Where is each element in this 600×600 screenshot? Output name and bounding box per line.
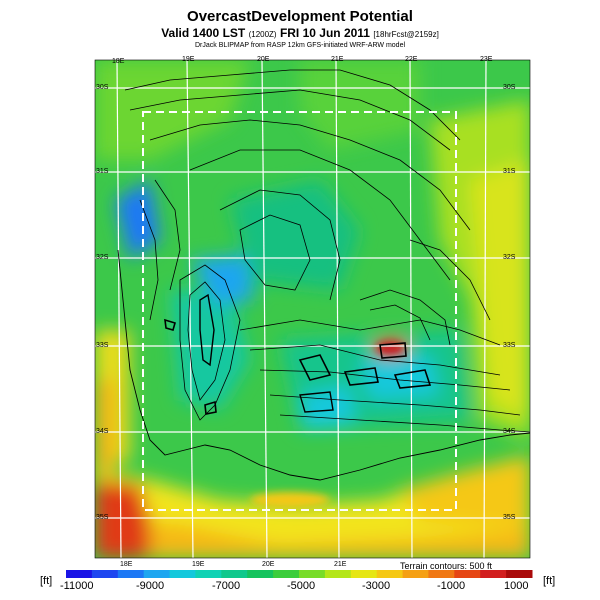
colorbar xyxy=(66,570,533,578)
map-frame xyxy=(94,59,531,559)
terrain-contour-note: Terrain contours: 500 ft xyxy=(400,561,493,571)
legend-tick: -1000 xyxy=(437,580,466,592)
lat-label-left: 32S xyxy=(96,254,109,261)
potential-field xyxy=(95,60,530,558)
lat-lon-grid xyxy=(95,60,530,558)
colorbar-swatch xyxy=(143,570,171,578)
colorbar-swatch xyxy=(247,570,274,578)
lon-label-top: 18E xyxy=(112,58,125,65)
lat-label-right: 35S xyxy=(503,514,516,521)
colorbar-swatch xyxy=(506,570,533,578)
colorbar-swatch xyxy=(169,570,196,578)
lat-label-right: 31S xyxy=(503,168,516,175)
colorbar-swatch xyxy=(428,570,455,578)
lat-label-right: 32S xyxy=(503,254,516,261)
valid-main: Valid 1400 LST xyxy=(161,26,246,40)
colorbar-swatch xyxy=(350,570,378,578)
colorbar-swatch xyxy=(273,570,300,578)
lon-label-bottom: 19E xyxy=(192,561,205,568)
lon-label-top: 20E xyxy=(257,56,270,63)
lon-label-top: 21E xyxy=(331,56,344,63)
valid-time: Valid 1400 LST (1200Z) FRI 10 Jun 2011 [… xyxy=(0,26,600,40)
colorbar-swatch xyxy=(91,570,119,578)
lat-label-right: 34S xyxy=(503,428,516,435)
coastline xyxy=(117,249,531,481)
lat-label-left: 33S xyxy=(96,342,109,349)
valid-time-code: (1200Z) xyxy=(248,30,277,39)
inner-domain-box xyxy=(142,111,457,511)
legend-unit-left: [ft] xyxy=(40,575,53,587)
lon-label-bottom: 21E xyxy=(334,561,347,568)
lon-label-bottom: 20E xyxy=(262,561,275,568)
legend-tick: -9000 xyxy=(136,580,165,592)
colorbar-swatch xyxy=(117,570,145,578)
colorbar-swatch xyxy=(324,570,352,578)
lon-label-top: 19E xyxy=(182,56,195,63)
lat-label-right: 30S xyxy=(503,84,516,91)
lat-label-left: 31S xyxy=(96,168,109,175)
legend-tick: -5000 xyxy=(287,580,316,592)
forecast-tag: [18hrFcst@2159z] xyxy=(373,30,439,39)
lat-label-left: 30S xyxy=(96,84,109,91)
lon-label-top: 23E xyxy=(480,56,493,63)
legend-tick: 1000 xyxy=(504,580,529,592)
color-legend: [ft] -11000 -9000 -7000 -5000 -3000 -100… xyxy=(0,560,600,600)
colorbar-swatch xyxy=(221,570,248,578)
lon-label-bottom: 18E xyxy=(120,561,133,568)
lat-label-right: 33S xyxy=(503,342,516,349)
lon-label-top: 22E xyxy=(405,56,418,63)
lat-label-left: 34S xyxy=(96,428,109,435)
colorbar-swatch xyxy=(454,570,481,578)
colorbar-swatch xyxy=(195,570,222,578)
terrain-contours xyxy=(124,69,530,433)
colorbar-swatch xyxy=(376,570,404,578)
valid-date: FRI 10 Jun 2011 xyxy=(279,26,370,40)
colorbar-swatch xyxy=(402,570,429,578)
model-credit: DrJack BLIPMAP from RASP 12km GFS-initia… xyxy=(194,42,406,49)
map-title: OvercastDevelopment Potential xyxy=(187,8,413,25)
lat-label-left: 35S xyxy=(96,514,109,521)
legend-tick: -3000 xyxy=(362,580,391,592)
legend-tick: -7000 xyxy=(212,580,241,592)
legend-unit-right: [ft] xyxy=(543,575,556,587)
colorbar-swatch xyxy=(66,570,93,578)
colorbar-swatch xyxy=(299,570,326,578)
colorbar-swatch xyxy=(480,570,507,578)
legend-tick: -11000 xyxy=(60,580,94,592)
